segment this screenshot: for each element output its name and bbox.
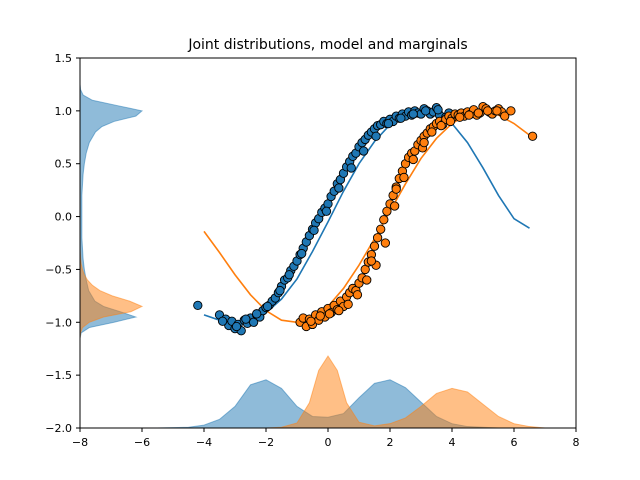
scatter-series-1 bbox=[193, 103, 454, 336]
x-tick-label: −6 bbox=[134, 436, 150, 449]
data-point-series-2 bbox=[399, 172, 409, 183]
data-point-series-2 bbox=[464, 110, 474, 120]
data-point-series-1 bbox=[193, 300, 203, 311]
data-point-series-1 bbox=[383, 118, 394, 129]
data-point-series-1 bbox=[408, 109, 418, 119]
x-tick-label: 2 bbox=[387, 436, 394, 449]
y-tick-label: −1.5 bbox=[45, 369, 72, 382]
x-tick-label: −4 bbox=[196, 436, 212, 449]
data-point-series-2 bbox=[506, 106, 516, 116]
x-tick-label: 0 bbox=[325, 436, 332, 449]
x-tick-label: −2 bbox=[258, 436, 274, 449]
data-point-series-2 bbox=[306, 316, 316, 326]
data-point-series-1 bbox=[296, 248, 307, 259]
data-point-series-2 bbox=[372, 233, 383, 243]
x-tick-label: −8 bbox=[72, 436, 88, 449]
data-point-series-2 bbox=[500, 111, 510, 121]
x-tick-label: 8 bbox=[573, 436, 580, 449]
data-point-series-2 bbox=[419, 137, 429, 148]
data-point-series-2 bbox=[427, 127, 437, 137]
data-point-series-1 bbox=[309, 225, 319, 235]
data-point-series-2 bbox=[527, 131, 538, 141]
y-tick-label: 0.5 bbox=[55, 158, 73, 171]
data-point-series-1 bbox=[262, 301, 273, 312]
data-point-series-2 bbox=[366, 256, 377, 266]
y-tick-label: −0.5 bbox=[45, 263, 72, 276]
y-tick-label: −1.0 bbox=[45, 316, 72, 329]
x-axis: −8 −6 −4 −2 0 2 4 6 8 bbox=[72, 428, 580, 449]
chart-title: Joint distributions, model and marginals bbox=[187, 37, 467, 53]
data-point-series-1 bbox=[346, 163, 356, 173]
data-point-series-1 bbox=[420, 106, 431, 116]
data-point-series-1 bbox=[231, 321, 242, 332]
data-point-series-2 bbox=[391, 184, 401, 194]
x-tick-label: 6 bbox=[511, 436, 518, 449]
data-point-series-1 bbox=[252, 309, 262, 319]
y-marginal-density-2 bbox=[80, 248, 144, 339]
x-tick-label: 4 bbox=[449, 436, 456, 449]
data-point-series-2 bbox=[473, 108, 483, 118]
data-point-series-1 bbox=[371, 131, 381, 141]
data-point-series-1 bbox=[334, 183, 344, 193]
data-point-series-1 bbox=[284, 270, 294, 280]
y-tick-label: 0.0 bbox=[55, 211, 73, 224]
data-point-series-2 bbox=[315, 311, 325, 321]
data-point-series-2 bbox=[376, 224, 386, 234]
data-point-series-2 bbox=[379, 215, 389, 225]
data-point-series-1 bbox=[217, 316, 228, 326]
plot-content bbox=[80, 84, 576, 428]
data-point-series-2 bbox=[408, 154, 418, 165]
plot-area bbox=[80, 84, 576, 428]
data-point-series-2 bbox=[436, 121, 446, 131]
data-point-series-2 bbox=[369, 241, 380, 251]
data-point-series-2 bbox=[343, 299, 353, 309]
data-point-series-1 bbox=[358, 146, 369, 156]
data-point-series-2 bbox=[389, 201, 400, 211]
data-point-series-2 bbox=[334, 306, 344, 316]
data-point-series-1 bbox=[275, 285, 285, 296]
data-point-series-2 bbox=[352, 290, 363, 300]
y-tick-label: 1.0 bbox=[55, 105, 73, 118]
data-point-series-1 bbox=[433, 105, 443, 115]
y-tick-label: −2.0 bbox=[45, 422, 72, 435]
data-point-series-2 bbox=[445, 116, 456, 127]
data-point-series-2 bbox=[455, 112, 465, 122]
data-point-series-2 bbox=[380, 238, 390, 248]
data-point-series-2 bbox=[492, 106, 502, 116]
x-marginal-density-2 bbox=[235, 355, 576, 428]
data-point-series-1 bbox=[396, 113, 406, 123]
data-point-series-1 bbox=[241, 314, 251, 324]
data-point-series-1 bbox=[321, 206, 332, 216]
data-point-series-2 bbox=[324, 309, 335, 319]
scatter-series-2 bbox=[295, 101, 538, 332]
data-point-series-2 bbox=[482, 106, 493, 116]
y-axis: −2.0 −1.5 −1.0 −0.5 0.0 0.5 1.0 1.5 bbox=[45, 52, 80, 435]
y-tick-label: 1.5 bbox=[55, 52, 73, 65]
data-point-series-2 bbox=[362, 275, 372, 285]
